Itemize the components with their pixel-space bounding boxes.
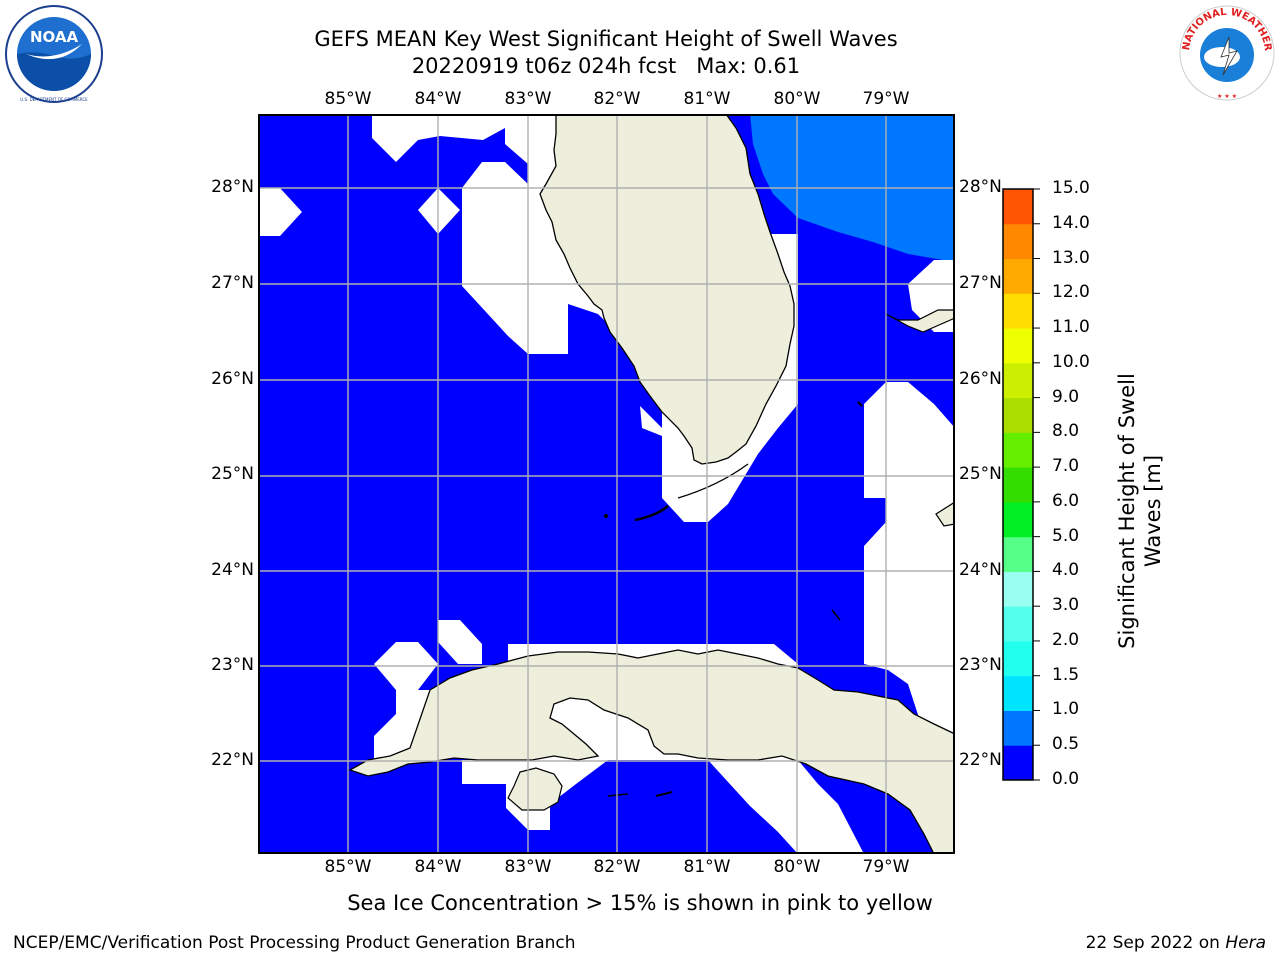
colorbar-tick-label: 0.0: [1052, 769, 1080, 789]
chart-subtitle: 20220919 t06z 024h fcst Max: 0.61: [411, 54, 801, 78]
colorbar-tick-label: 9.0: [1052, 386, 1080, 407]
lat-tick-right: 23°N: [959, 655, 1002, 675]
colorbar: [1002, 188, 1040, 781]
colorbar-band: [1003, 501, 1033, 538]
colorbar-band: [1003, 640, 1033, 677]
colorbar-band: [1003, 328, 1033, 364]
lon-tick-top: 79°W: [862, 89, 910, 109]
lat-tick-right: 28°N: [959, 177, 1002, 197]
lat-tick-right: 25°N: [959, 464, 1002, 484]
colorbar-tick-label: 6.0: [1052, 490, 1080, 511]
lon-tick-bottom: 80°W: [773, 857, 821, 877]
colorbar-tick-label: 13.0: [1052, 247, 1090, 268]
colorbar-tick-label: 7.0: [1052, 456, 1080, 477]
colorbar-band: [1003, 467, 1033, 503]
lat-tick-left: 25°N: [211, 464, 254, 484]
swell-height-map: [258, 114, 955, 854]
lon-tick-top: 84°W: [414, 89, 462, 109]
colorbar-tick-label: 15.0: [1052, 178, 1090, 198]
svg-text:U.S. DEPARTMENT OF COMMERCE: U.S. DEPARTMENT OF COMMERCE: [20, 97, 88, 102]
lat-tick-right: 26°N: [959, 369, 1002, 389]
lon-tick-top: 82°W: [593, 89, 641, 109]
lat-tick-right: 22°N: [959, 750, 1002, 770]
florida-land: [539, 114, 795, 465]
lon-tick-bottom: 84°W: [414, 857, 462, 877]
footer-branch: NCEP/EMC/Verification Post Processing Pr…: [13, 933, 576, 953]
lon-tick-bottom: 83°W: [504, 857, 552, 877]
lon-tick-bottom: 79°W: [862, 857, 910, 877]
colorbar-title-line1: Significant Height of Swell: [1115, 373, 1139, 649]
colorbar-tick-label: 10.0: [1052, 351, 1090, 372]
nws-logo: NATIONAL WEATHER SERVICE ★ ★ ★: [1177, 3, 1275, 101]
chart-title: GEFS MEAN Key West Significant Height of…: [314, 27, 898, 51]
colorbar-tick-label: 3.0: [1052, 595, 1080, 616]
colorbar-band: [1003, 397, 1033, 433]
noaa-logo: NOAA U.S. DEPARTMENT OF COMMERCE: [5, 5, 103, 103]
map-gridlines: [258, 114, 955, 854]
lat-tick-right: 27°N: [959, 273, 1002, 293]
colorbar-tick-label: 0.5: [1052, 734, 1080, 755]
colorbar-tick-label: 11.0: [1052, 317, 1090, 338]
colorbar-tick-label: 8.0: [1052, 421, 1080, 442]
colorbar-band: [1003, 745, 1033, 781]
footer-host: Hera: [1225, 933, 1266, 953]
cuba-land: [348, 649, 955, 854]
colorbar-tick-label: 12.0: [1052, 282, 1090, 303]
footer-date: 22 Sep 2022 on Hera: [1086, 933, 1266, 953]
lon-tick-bottom: 81°W: [683, 857, 731, 877]
lon-tick-top: 80°W: [773, 89, 821, 109]
lon-tick-bottom: 82°W: [593, 857, 641, 877]
lat-tick-left: 28°N: [211, 177, 254, 197]
colorbar-tick-label: 4.0: [1052, 560, 1080, 581]
florida-keys: [634, 505, 669, 522]
footer-date-text: 22 Sep 2022 on: [1085, 933, 1226, 953]
colorbar-tick-label: 14.0: [1052, 212, 1090, 233]
colorbar-band: [1003, 362, 1033, 399]
map-frame: [258, 114, 955, 854]
sea-ice-note: Sea Ice Concentration > 15% is shown in …: [347, 891, 933, 915]
colorbar-band: [1003, 223, 1033, 260]
colorbar-band: [1003, 293, 1033, 329]
colorbar-tick-label: 2.0: [1052, 629, 1080, 650]
andros-island: [935, 501, 955, 527]
isle-of-youth-land: [507, 767, 563, 811]
svg-text:NOAA: NOAA: [30, 28, 79, 46]
colorbar-band: [1003, 432, 1033, 468]
colorbar-band: [1003, 606, 1033, 642]
lon-tick-top: 83°W: [504, 89, 552, 109]
colorbar-tick-label: 1.5: [1052, 664, 1080, 685]
colorbar-band: [1003, 710, 1033, 746]
lat-tick-left: 22°N: [211, 750, 254, 770]
svg-text:★ ★ ★: ★ ★ ★: [1217, 93, 1237, 100]
colorbar-tick-label: 5.0: [1052, 525, 1080, 546]
colorbar-band: [1003, 571, 1033, 607]
grand-bahama: [885, 309, 955, 333]
lon-tick-top: 85°W: [324, 89, 372, 109]
colorbar-title-line2: Waves [m]: [1141, 454, 1165, 568]
colorbar-band: [1003, 258, 1033, 294]
lat-tick-left: 27°N: [211, 273, 254, 293]
lat-tick-left: 26°N: [211, 369, 254, 389]
colorbar-band: [1003, 189, 1033, 225]
lat-tick-left: 24°N: [211, 560, 254, 580]
colorbar-title: Significant Height of Swell Waves [m]: [1114, 311, 1166, 711]
colorbar-band: [1003, 536, 1033, 572]
colorbar-band: [1003, 675, 1033, 711]
lon-tick-bottom: 85°W: [324, 857, 372, 877]
lon-tick-top: 81°W: [683, 89, 731, 109]
colorbar-tick-label: 1.0: [1052, 699, 1080, 720]
lat-tick-right: 24°N: [959, 560, 1002, 580]
lat-tick-left: 23°N: [211, 655, 254, 675]
